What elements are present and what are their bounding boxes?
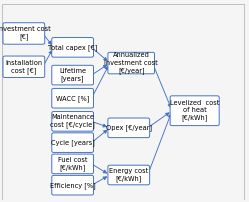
FancyBboxPatch shape bbox=[170, 96, 219, 126]
Text: Levelized  cost
of heat
[€/kWh]: Levelized cost of heat [€/kWh] bbox=[170, 100, 219, 121]
FancyBboxPatch shape bbox=[52, 154, 94, 174]
Text: Efficiency [%]: Efficiency [%] bbox=[50, 182, 96, 188]
Text: Opex [€/year]: Opex [€/year] bbox=[106, 124, 152, 131]
FancyBboxPatch shape bbox=[52, 38, 94, 57]
Text: Annualized
investment cost
[€/year]: Annualized investment cost [€/year] bbox=[104, 53, 158, 74]
FancyBboxPatch shape bbox=[52, 175, 94, 195]
Text: Energy cost
[€/kWh]: Energy cost [€/kWh] bbox=[109, 168, 148, 182]
FancyBboxPatch shape bbox=[52, 65, 94, 85]
FancyBboxPatch shape bbox=[3, 23, 45, 44]
FancyBboxPatch shape bbox=[52, 112, 94, 131]
FancyBboxPatch shape bbox=[3, 56, 45, 78]
FancyBboxPatch shape bbox=[108, 118, 150, 138]
FancyBboxPatch shape bbox=[52, 88, 94, 108]
Text: Maintenance
cost [€/cycle]: Maintenance cost [€/cycle] bbox=[50, 114, 95, 128]
Text: Investment cost
[€]: Investment cost [€] bbox=[0, 26, 51, 40]
Text: WACC [%]: WACC [%] bbox=[56, 95, 89, 102]
Text: Cycle [years]: Cycle [years] bbox=[51, 139, 95, 146]
FancyBboxPatch shape bbox=[108, 52, 155, 74]
Text: Lifetime
[years]: Lifetime [years] bbox=[59, 68, 86, 82]
FancyBboxPatch shape bbox=[108, 165, 150, 185]
FancyBboxPatch shape bbox=[52, 133, 94, 153]
Text: Installation
cost [€]: Installation cost [€] bbox=[5, 60, 42, 74]
Text: Total capex [€]: Total capex [€] bbox=[48, 44, 97, 51]
Text: Fuel cost
[€/kWh]: Fuel cost [€/kWh] bbox=[58, 157, 87, 171]
